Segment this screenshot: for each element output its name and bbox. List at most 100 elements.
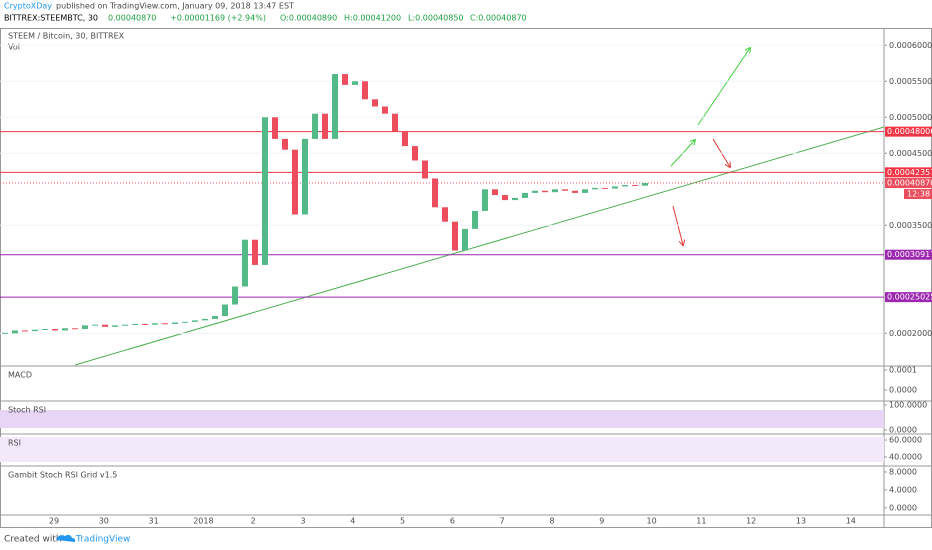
y-tick-label: 8.0000	[889, 467, 917, 476]
candle	[12, 330, 18, 334]
pane-title: Gambit Stoch RSI Grid v1.5	[8, 471, 117, 480]
candle	[302, 138, 308, 215]
x-tick-label: 2018	[193, 517, 213, 526]
arrow	[697, 48, 750, 126]
candle	[132, 323, 138, 325]
candle	[522, 192, 528, 198]
candle	[592, 187, 598, 190]
y-tick-label: 4.0000	[889, 485, 917, 494]
candle	[62, 328, 68, 331]
level-label-bg	[885, 292, 932, 303]
candle	[72, 328, 78, 330]
candle	[372, 99, 378, 107]
level-label: 0.00042357	[887, 168, 932, 177]
pane-title: MACD	[8, 371, 32, 380]
candle	[82, 325, 88, 329]
y-tick-label: 40.0000	[889, 453, 922, 462]
candle	[212, 316, 218, 319]
candle	[92, 324, 98, 326]
candle	[622, 184, 628, 187]
candle	[392, 113, 398, 132]
countdown: 12:38	[907, 190, 930, 199]
candle	[362, 81, 368, 100]
x-tick-label: 11	[696, 517, 706, 526]
y-tick-label: 0.0000	[889, 503, 917, 512]
candle	[452, 221, 458, 251]
low: L:0.00040850	[408, 14, 464, 23]
candle	[182, 321, 188, 323]
x-tick-label: 14	[846, 517, 856, 526]
candle	[352, 81, 358, 85]
pane-title: RSI	[8, 439, 21, 448]
candle	[292, 149, 298, 215]
candle	[222, 304, 228, 317]
change: +0.00001169 (+2.94%)	[170, 14, 266, 23]
candle	[312, 113, 318, 139]
candle	[32, 329, 38, 332]
candle	[282, 138, 288, 150]
candle	[602, 187, 608, 189]
level-label-bg	[885, 249, 932, 260]
candle	[52, 328, 58, 331]
candle	[462, 228, 468, 251]
x-tick-label: 29	[49, 517, 59, 526]
rsi-band	[0, 437, 884, 462]
x-tick-label: 5	[400, 517, 405, 526]
candle	[472, 210, 478, 229]
footer-brand[interactable]: TradingView	[75, 535, 130, 545]
candle	[642, 183, 648, 186]
level-label: 0.00048006	[887, 127, 932, 136]
candle	[492, 189, 498, 196]
candle	[142, 323, 148, 325]
y-tick-label: 0.0001	[889, 366, 917, 375]
candle	[42, 328, 48, 330]
candle	[102, 324, 108, 327]
candle	[22, 330, 28, 332]
close: C:0.00040870	[470, 14, 527, 23]
candle	[262, 117, 268, 265]
candle	[122, 324, 128, 326]
y-tick-label: 60.0000	[889, 436, 922, 445]
chart-subtitle: Vol	[8, 43, 20, 52]
candle	[272, 117, 278, 139]
x-tick-label: 10	[647, 517, 657, 526]
candle	[242, 239, 248, 287]
open: O:0.00040890	[280, 14, 337, 23]
candle	[112, 325, 118, 327]
last-price: 0.00040870	[108, 14, 156, 23]
price-label: 0.00040870	[887, 179, 932, 188]
candle	[582, 189, 588, 193]
candle	[162, 323, 168, 325]
x-tick-label: 7	[500, 517, 505, 526]
x-tick-label: 30	[99, 517, 109, 526]
candle	[332, 74, 338, 139]
candle	[632, 184, 638, 186]
candle	[192, 320, 198, 322]
x-tick-label: 12	[746, 517, 756, 526]
candle	[402, 131, 408, 147]
candle	[612, 186, 618, 189]
x-tick-label: 3	[300, 517, 305, 526]
x-tick-label: 2	[251, 517, 256, 526]
high: H:0.00041200	[344, 14, 401, 23]
candle	[512, 197, 518, 201]
x-tick-label: 31	[149, 517, 159, 526]
published: published on TradingView.com, January 09…	[56, 2, 294, 11]
y-tick-label: 100.0000	[889, 400, 927, 409]
footer-text: Created with	[4, 535, 62, 545]
author[interactable]: CryptoXDay	[4, 2, 52, 11]
candle	[432, 178, 438, 208]
candle	[502, 195, 508, 201]
x-tick-label: 9	[599, 517, 604, 526]
x-tick-label: 6	[450, 517, 455, 526]
candle	[172, 322, 178, 324]
level-label: 0.00030917	[887, 250, 932, 259]
y-tick-label: 0.0000	[889, 426, 917, 435]
